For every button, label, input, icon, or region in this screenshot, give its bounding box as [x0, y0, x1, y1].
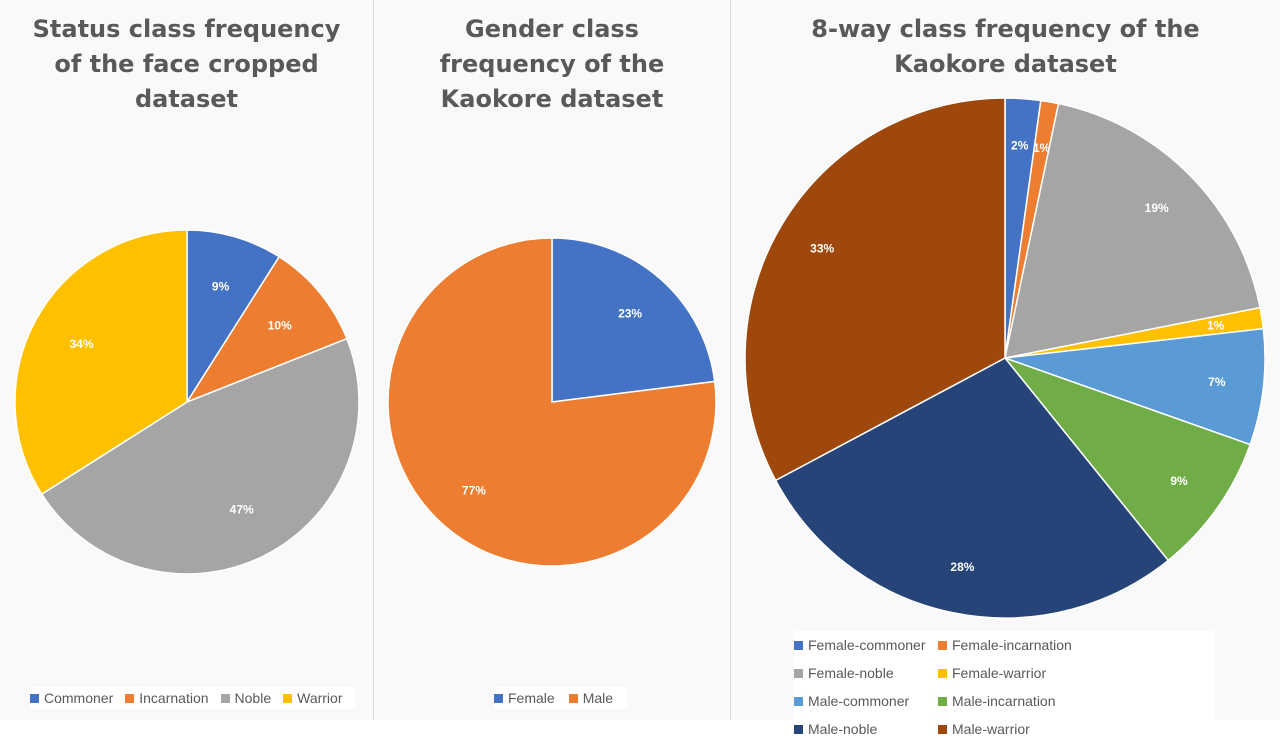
panel-divider: [373, 0, 374, 720]
legend-swatch: [938, 668, 947, 678]
legend-swatch: [794, 696, 803, 706]
legend-item-male-noble: Male-noble: [794, 715, 938, 743]
data-label-male: 77%: [462, 484, 486, 498]
chart-title-line: 8-way class frequency of the: [811, 15, 1200, 43]
legend-item-male-commoner: Male-commoner: [794, 687, 938, 715]
chart-legend: Female-commoner Female-incarnation Female-…: [794, 631, 1214, 743]
legend-swatch: [938, 696, 947, 706]
chart-title-line: dataset: [134, 85, 239, 113]
legend-swatch: [220, 693, 230, 703]
legend-label: Male-commoner: [808, 693, 910, 709]
data-label-commoner: 9%: [212, 279, 230, 293]
data-label-female-commoner: 2%: [1011, 138, 1029, 152]
data-label-male-incarnation: 9%: [1170, 474, 1188, 488]
pie-slice-male: [387, 237, 717, 567]
chart-title: Status class frequency of the face cropp…: [0, 12, 373, 117]
data-label-male-noble: 28%: [950, 560, 974, 574]
legend-label: Male: [582, 690, 614, 706]
legend-item-female: Female: [494, 687, 555, 709]
legend-label: Warrior: [297, 690, 343, 706]
pie-slice-incarnation: [185, 255, 348, 404]
data-label-noble: 47%: [230, 502, 254, 516]
data-label-female-warrior: 1%: [1207, 318, 1225, 332]
legend-label: Female-incarnation: [952, 637, 1072, 653]
legend-item-female-incarnation: Female-incarnation: [938, 631, 1082, 659]
data-label-male-warrior: 33%: [810, 241, 834, 255]
legend-label: Male-warrior: [952, 721, 1030, 737]
legend-label: Male-incarnation: [952, 693, 1056, 709]
chart-title-line: Gender class: [465, 15, 639, 43]
pie-slice-male-incarnation: [1002, 356, 1252, 562]
legend-swatch: [938, 640, 947, 650]
legend-item-male: Male: [568, 687, 614, 709]
legend-item-noble: Noble: [220, 687, 272, 709]
data-label-female-incarnation: 1%: [1033, 141, 1051, 155]
data-label-female: 23%: [618, 306, 642, 320]
eight-way-pie-chart: 2% 1% 19% 1% 7% 9% 28% 33%: [744, 97, 1266, 619]
legend-item-female-commoner: Female-commoner: [794, 631, 938, 659]
legend-swatch: [794, 724, 803, 734]
pie-slice-male-commoner: [1004, 327, 1266, 446]
data-label-male-commoner: 7%: [1208, 375, 1226, 389]
legend-label: Female-commoner: [808, 637, 926, 653]
legend-swatch: [494, 693, 503, 703]
data-label-warrior: 34%: [69, 337, 93, 351]
legend-label: Commoner: [44, 690, 114, 706]
legend-item-male-incarnation: Male-incarnation: [938, 687, 1082, 715]
legend-label: Female: [508, 690, 555, 706]
pie-slice-warrior: [14, 229, 188, 496]
legend-label: Incarnation: [139, 690, 209, 706]
legend-swatch: [568, 693, 578, 703]
legend-label: Female-warrior: [952, 665, 1047, 681]
legend-label: Female-noble: [808, 665, 894, 681]
data-label-incarnation: 10%: [268, 318, 292, 332]
pie-slice-male-noble: [774, 357, 1170, 619]
status-pie-chart: 9% 10% 47% 34%: [14, 229, 360, 575]
chart-title-line: Status class frequency: [32, 15, 341, 43]
legend-item-warrior: Warrior: [283, 687, 343, 709]
legend-item-commoner: Commoner: [30, 687, 113, 709]
legend-item-incarnation: Incarnation: [125, 687, 209, 709]
chart-title: 8-way class frequency of the Kaokore dat…: [731, 12, 1280, 82]
pie-slice-female: [551, 237, 716, 403]
chart-title-line: of the face cropped: [54, 50, 319, 78]
legend-item-female-warrior: Female-warrior: [938, 659, 1082, 687]
chart-title-line: frequency of the: [439, 50, 665, 78]
gender-chart-panel: Gender class frequency of the Kaokore da…: [374, 0, 730, 720]
legend-label: Male-noble: [808, 721, 878, 737]
data-label-female-noble: 19%: [1145, 201, 1169, 215]
eight-way-chart-panel: 8-way class frequency of the Kaokore dat…: [731, 0, 1280, 743]
legend-label: Noble: [234, 690, 272, 706]
legend-swatch: [30, 693, 39, 703]
chart-title-line: Kaokore dataset: [894, 50, 1117, 78]
legend-item-male-warrior: Male-warrior: [938, 715, 1082, 743]
chart-legend: Female Male: [494, 687, 628, 709]
status-chart-panel: Status class frequency of the face cropp…: [0, 0, 373, 720]
pie-slice-noble: [40, 337, 360, 575]
legend-swatch: [283, 693, 293, 703]
panel-divider: [730, 0, 731, 720]
legend-swatch: [938, 724, 947, 734]
chart-title-line: Kaokore dataset: [440, 85, 664, 113]
gender-pie-chart: 23% 77%: [387, 237, 717, 567]
chart-legend: Commoner Incarnation Noble Warrior: [30, 687, 355, 709]
pie-slice-female-noble: [1004, 102, 1261, 359]
pie-slice-male-warrior: [744, 97, 1006, 482]
legend-swatch: [794, 668, 803, 678]
legend-item-female-noble: Female-noble: [794, 659, 938, 687]
legend-swatch: [125, 693, 135, 703]
pie-slice-commoner: [186, 229, 281, 405]
chart-title: Gender class frequency of the Kaokore da…: [374, 12, 730, 117]
legend-swatch: [794, 640, 803, 650]
